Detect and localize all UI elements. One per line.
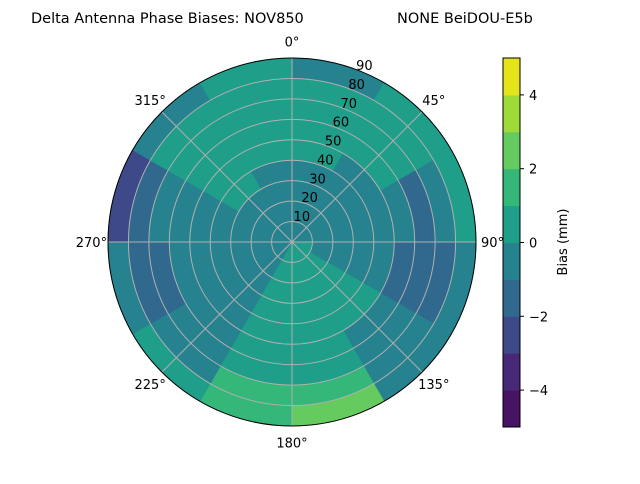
theta-gridline <box>291 241 423 373</box>
colorbar-tick-label: 0 <box>529 237 537 252</box>
r-tick-label: 30 <box>309 172 326 187</box>
r-tick-label: 80 <box>348 78 365 93</box>
colorbar-segment <box>503 353 520 391</box>
r-tick-label: 60 <box>333 116 350 131</box>
colorbar-segment <box>503 316 520 354</box>
theta-tick-label: 135° <box>418 378 449 393</box>
theta-gridline <box>161 111 293 243</box>
chart-title-left: Delta Antenna Phase Biases: NOV850 <box>31 11 304 27</box>
r-tick-label: 50 <box>325 135 342 150</box>
theta-tick-label: 90° <box>481 236 504 251</box>
r-tick-label: 10 <box>294 210 311 225</box>
r-tick-label: 20 <box>301 191 318 206</box>
colorbar-tick-label: −2 <box>529 310 548 325</box>
colorbar: −4 −2 0 2 4 <box>502 57 548 428</box>
colorbar-segment <box>503 58 520 96</box>
theta-gridline <box>291 111 423 243</box>
r-tick-labels: 10 20 30 40 50 60 70 80 90 <box>294 59 373 225</box>
theta-tick-label: 270° <box>76 236 107 251</box>
colorbar-segment <box>503 390 520 428</box>
colorbar-label: Bias (mm) <box>556 209 571 276</box>
r-tick-label: 70 <box>340 97 357 112</box>
colorbar-segment <box>503 168 520 207</box>
theta-gridline <box>161 241 293 373</box>
colorbar-tick-label: −4 <box>529 384 548 399</box>
theta-tick-label: 315° <box>135 94 166 109</box>
theta-tick-label: 180° <box>276 437 307 452</box>
colorbar-segment <box>503 279 520 317</box>
r-tick-label: 40 <box>317 153 334 168</box>
polar-frame <box>107 57 477 427</box>
colorbar-segment <box>503 242 520 280</box>
chart-title-right: NONE BeiDOU-E5b <box>397 11 533 27</box>
theta-tick-labels: 0° 45° 90° 135° 180° 225° 270° 315° <box>76 35 504 451</box>
colorbar-segment <box>503 94 520 133</box>
polar-grid <box>107 57 477 427</box>
colorbar-tick-label: 2 <box>529 163 537 178</box>
theta-tick-label: 0° <box>285 35 300 50</box>
colorbar-segment <box>503 205 520 243</box>
colorbar-tick-label: 4 <box>529 89 537 104</box>
theta-tick-label: 45° <box>422 94 445 109</box>
colorbar-segment <box>503 131 520 170</box>
r-tick-label: 90 <box>356 59 373 74</box>
theta-tick-label: 225° <box>135 378 166 393</box>
